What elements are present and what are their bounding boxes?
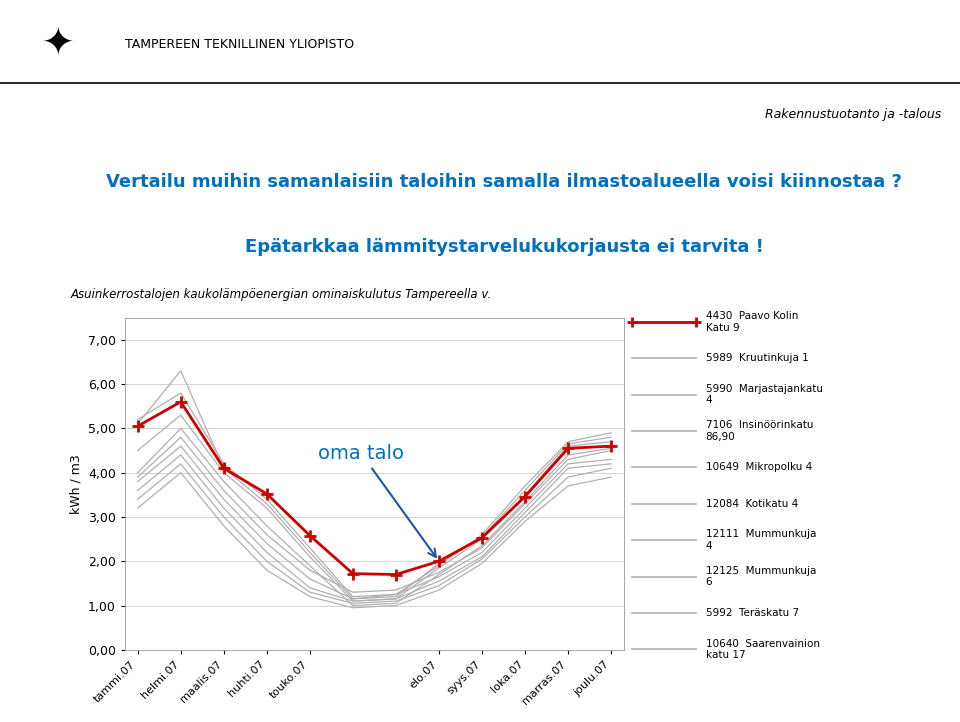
Text: 10640  Saarenvainion
katu 17: 10640 Saarenvainion katu 17	[706, 639, 820, 661]
Text: Rakennustuotanto ja -talous: Rakennustuotanto ja -talous	[764, 108, 941, 121]
Y-axis label: kWh / m3: kWh / m3	[69, 454, 83, 513]
Text: 5990  Marjastajankatu
4: 5990 Marjastajankatu 4	[706, 384, 823, 405]
Text: 10649  Mikropolku 4: 10649 Mikropolku 4	[706, 462, 812, 472]
Text: ✦: ✦	[41, 25, 74, 64]
Text: 2007 (otos 10 kpl): 2007 (otos 10 kpl)	[447, 327, 556, 340]
Text: Epätarkkaa lämmitystarvelukukorjausta ei tarvita !: Epätarkkaa lämmitystarvelukukorjausta ei…	[245, 238, 763, 256]
Text: 4430  Paavo Kolin
Katu 9: 4430 Paavo Kolin Katu 9	[706, 311, 798, 333]
Text: 12111  Mummunkuja
4: 12111 Mummunkuja 4	[706, 529, 816, 551]
Text: 7106  Insinöörinkatu
86,90: 7106 Insinöörinkatu 86,90	[706, 420, 813, 442]
Text: Asuinkerrostalojen kaukolämpöenergian ominaiskulutus Tampereella v.: Asuinkerrostalojen kaukolämpöenergian om…	[71, 287, 492, 300]
Text: oma talo: oma talo	[319, 444, 436, 557]
Text: TAMPEREEN TEKNILLINEN YLIOPISTO: TAMPEREEN TEKNILLINEN YLIOPISTO	[125, 38, 354, 51]
Text: 12084  Kotikatu 4: 12084 Kotikatu 4	[706, 499, 798, 509]
Text: Vertailu muihin samanlaisiin taloihin samalla ilmastoalueella voisi kiinnostaa ?: Vertailu muihin samanlaisiin taloihin sa…	[106, 173, 902, 191]
Text: 5989  Kruutinkuja 1: 5989 Kruutinkuja 1	[706, 353, 808, 363]
Text: 5992  Teräskatu 7: 5992 Teräskatu 7	[706, 608, 799, 618]
Text: 12125  Mummunkuja
6: 12125 Mummunkuja 6	[706, 566, 816, 588]
